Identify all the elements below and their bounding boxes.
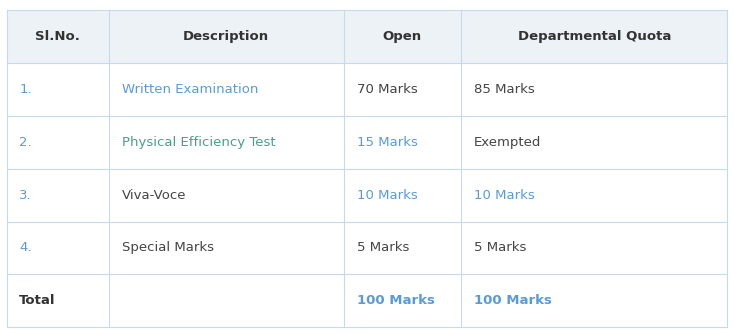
Text: Physical Efficiency Test: Physical Efficiency Test (122, 136, 275, 149)
Text: Description: Description (183, 30, 269, 43)
Text: 1.: 1. (19, 83, 32, 96)
Text: 10 Marks: 10 Marks (474, 189, 535, 202)
Text: 85 Marks: 85 Marks (474, 83, 535, 96)
Text: 4.: 4. (19, 241, 32, 255)
Text: Special Marks: Special Marks (122, 241, 214, 255)
Text: Sl.No.: Sl.No. (34, 30, 80, 43)
Text: 2.: 2. (19, 136, 32, 149)
Text: 100 Marks: 100 Marks (474, 294, 552, 307)
Text: 5 Marks: 5 Marks (357, 241, 409, 255)
Text: Open: Open (382, 30, 422, 43)
Text: 3.: 3. (19, 189, 32, 202)
Text: Exempted: Exempted (474, 136, 542, 149)
Text: Viva-Voce: Viva-Voce (122, 189, 186, 202)
Text: Departmental Quota: Departmental Quota (518, 30, 671, 43)
Text: Total: Total (19, 294, 56, 307)
Text: 15 Marks: 15 Marks (357, 136, 418, 149)
Text: 10 Marks: 10 Marks (357, 189, 418, 202)
Text: 100 Marks: 100 Marks (357, 294, 435, 307)
Text: Written Examination: Written Examination (122, 83, 258, 96)
Bar (7, 10, 727, 63)
Text: 5 Marks: 5 Marks (474, 241, 526, 255)
Text: 70 Marks: 70 Marks (357, 83, 418, 96)
